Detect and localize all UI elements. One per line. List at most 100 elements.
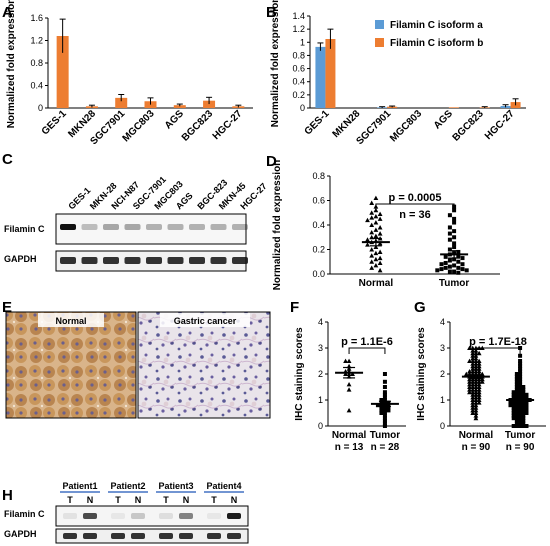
point-normal (369, 253, 375, 258)
x-tick-count: n = 90 (506, 442, 535, 453)
point-normal (373, 244, 379, 250)
blot-c-filaminc-band (146, 224, 162, 230)
bar-ges-1 (56, 36, 69, 108)
point-normal (470, 389, 476, 395)
ihc-normal-label-bg (38, 313, 104, 327)
x-tick-label: HGC-27 (211, 108, 245, 142)
point-normal (470, 395, 476, 400)
y-tick-label: 3 (440, 343, 445, 353)
blot-h-gapdh-band-n (227, 533, 241, 539)
point-tumor (518, 385, 523, 389)
y-tick-label: 0.8 (30, 58, 43, 68)
point-normal (476, 382, 482, 387)
blot-h-patient-label: Patient2 (110, 481, 145, 491)
point-tumor (382, 411, 387, 415)
point-normal (343, 358, 348, 363)
point-normal (470, 369, 476, 374)
point-normal (473, 395, 479, 400)
point-tumor (439, 267, 444, 272)
point-normal (470, 382, 476, 387)
point-tumor (518, 390, 523, 395)
blot-c-filaminc-band (103, 224, 119, 230)
blot-h-filaminc-membrane (55, 505, 249, 527)
point-normal (476, 366, 482, 371)
point-normal (473, 408, 479, 413)
point-tumor (447, 264, 452, 269)
point-tumor (511, 390, 516, 395)
point-tumor (514, 387, 519, 392)
blot-h-row-filaminc: Filamin C (4, 509, 45, 519)
point-normal (470, 405, 476, 410)
point-tumor (514, 379, 519, 384)
blot-h-filaminc-band-t (111, 513, 125, 519)
x-tick-label: BGC823 (451, 108, 487, 144)
point-normal (470, 353, 476, 358)
y-tick-label: 4 (318, 317, 323, 327)
point-tumor (514, 413, 519, 418)
point-normal (473, 415, 479, 421)
point-tumor (521, 405, 526, 410)
point-tumor (382, 408, 387, 413)
blot-c-filaminc-band (189, 224, 205, 230)
point-tumor (514, 385, 519, 389)
point-normal (369, 215, 375, 220)
point-tumor (518, 366, 523, 371)
point-tumor (521, 395, 526, 400)
point-normal (473, 382, 479, 387)
panel-letter-f: F (290, 299, 299, 316)
point-normal (365, 237, 370, 242)
point-normal (470, 384, 476, 389)
point-tumor (511, 392, 516, 397)
point-tumor (518, 382, 523, 387)
x-tick-label: AGS (432, 108, 455, 131)
point-normal (470, 361, 476, 366)
y-tick-label: 0.8 (292, 50, 305, 60)
point-tumor (452, 263, 457, 268)
point-tumor (514, 411, 519, 415)
point-normal (467, 376, 472, 382)
point-normal (467, 379, 472, 384)
p-value-label: p = 0.0005 (389, 192, 442, 204)
point-normal (473, 369, 479, 374)
blot-h-gapdh-band-t (63, 533, 77, 539)
panel-letter-a: A (2, 4, 13, 21)
point-tumor (514, 390, 519, 395)
y-tick-label: 2 (318, 369, 323, 379)
point-tumor (452, 220, 457, 225)
point-normal (346, 408, 352, 413)
blot-c-filaminc-band (60, 224, 76, 230)
point-tumor (514, 403, 519, 408)
point-normal (369, 222, 375, 227)
blot-c-gapdh-band (81, 257, 98, 264)
x-tick-label: Tumor (439, 278, 469, 289)
point-normal (369, 247, 375, 252)
point-tumor (382, 372, 387, 376)
point-tumor (460, 267, 465, 272)
blot-h-filaminc-band-n (227, 513, 241, 519)
point-normal (479, 376, 485, 382)
point-tumor (460, 256, 465, 261)
y-axis-title: Normalized fold expression (6, 0, 17, 128)
x-tick-label: MGC803 (121, 108, 157, 144)
blot-h: Patient1 T N Patient2 T N Patient3 T N Patient4 T N… (4, 481, 249, 544)
point-tumor (518, 374, 523, 379)
x-tick-label: AGS (163, 108, 186, 131)
point-normal (476, 358, 482, 363)
blot-h-filaminc-band-n (131, 513, 145, 519)
legend-swatch-0 (375, 20, 384, 29)
point-tumor (379, 405, 384, 410)
y-axis-title: Normalized fold expression (272, 160, 283, 291)
panel-letter-d: D (266, 153, 277, 170)
y-axis-title: IHC staining scores (416, 327, 427, 421)
y-tick-label: 1.6 (30, 13, 43, 23)
point-normal (373, 195, 379, 201)
point-tumor (511, 424, 516, 428)
point-tumor (382, 405, 387, 410)
p-value-label: p = 1.1E-6 (341, 336, 393, 348)
x-tick-label: Normal (459, 430, 494, 441)
blot-c-gapdh-band (232, 257, 248, 264)
point-normal (467, 387, 472, 392)
blot-h-filaminc-band-t (159, 513, 173, 519)
y-axis-title: Normalized fold expression (270, 0, 281, 127)
